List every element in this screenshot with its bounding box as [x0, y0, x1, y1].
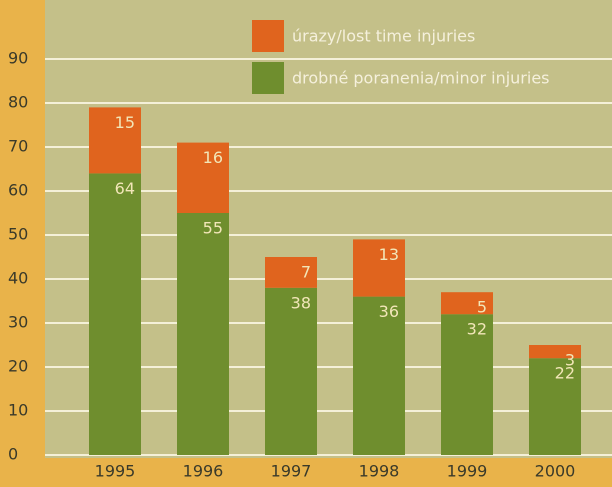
data-label: 3 [565, 351, 575, 370]
x-tick-label: 1998 [359, 462, 400, 481]
data-label: 16 [203, 148, 223, 167]
bar-segment [529, 358, 581, 455]
legend-swatch [252, 20, 284, 52]
y-tick-label: 80 [8, 93, 28, 112]
bar-segment [265, 257, 317, 288]
y-tick-label: 90 [8, 49, 28, 68]
data-label: 22 [555, 364, 575, 383]
x-tick-label: 1995 [95, 462, 136, 481]
x-tick-label: 1997 [271, 462, 312, 481]
y-tick-label: 60 [8, 181, 28, 200]
data-label: 64 [115, 179, 135, 198]
x-tick-label: 2000 [535, 462, 576, 481]
legend-swatch [252, 62, 284, 94]
legend-label: drobné poranenia/minor injuries [292, 69, 550, 88]
bar-segment [89, 173, 141, 455]
data-label: 38 [291, 293, 311, 312]
data-label: 13 [379, 245, 399, 264]
bar-segment [441, 292, 493, 315]
bar-segment [265, 287, 317, 455]
y-tick-label: 0 [8, 445, 18, 464]
bar-segment [353, 296, 405, 455]
y-tick-label: 10 [8, 401, 28, 420]
bar-segment [353, 239, 405, 297]
bar-segment [177, 142, 229, 213]
data-label: 55 [203, 219, 223, 238]
data-label: 15 [115, 113, 135, 132]
y-tick-label: 40 [8, 269, 28, 288]
bar-segment [441, 314, 493, 455]
data-label: 32 [467, 320, 487, 339]
data-label: 36 [379, 302, 399, 321]
bar-segment [529, 345, 581, 359]
data-label: 5 [477, 298, 487, 317]
bar-segment [89, 107, 141, 174]
x-tick-label: 1996 [183, 462, 224, 481]
legend-label: úrazy/lost time injuries [292, 27, 475, 46]
y-tick-label: 20 [8, 357, 28, 376]
y-tick-label: 30 [8, 313, 28, 332]
y-tick-label: 50 [8, 225, 28, 244]
x-tick-label: 1999 [447, 462, 488, 481]
data-label: 7 [301, 263, 311, 282]
bar-segment [177, 213, 229, 455]
y-tick-label: 70 [8, 137, 28, 156]
